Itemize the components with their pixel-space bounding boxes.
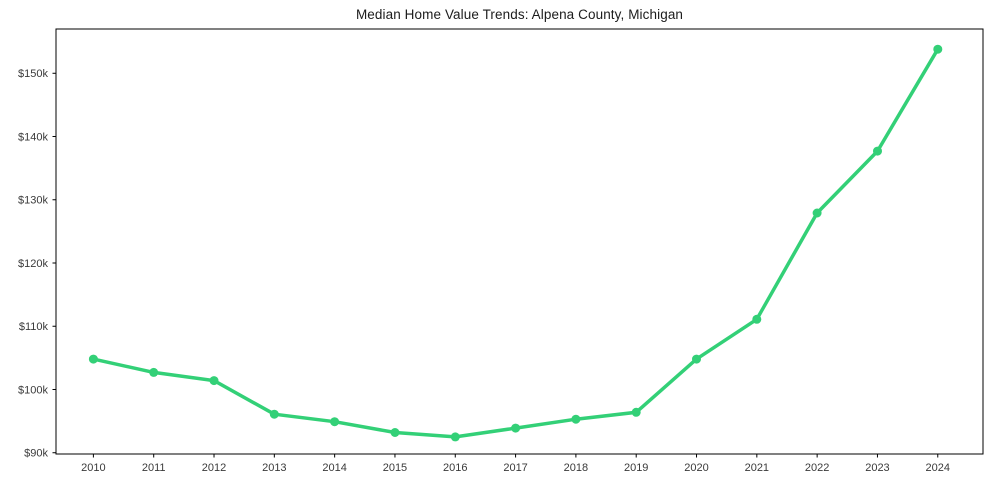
x-tick-label: 2019 bbox=[624, 462, 648, 474]
data-point-marker bbox=[390, 428, 400, 437]
x-tick-label: 2022 bbox=[805, 462, 829, 474]
x-tick-label: 2021 bbox=[745, 462, 769, 474]
data-point-marker bbox=[933, 44, 943, 54]
y-tick-label: $120k bbox=[18, 258, 48, 270]
data-point-marker bbox=[812, 208, 822, 218]
data-point-marker bbox=[692, 354, 701, 364]
x-tick-label: 2014 bbox=[322, 462, 346, 474]
data-point-marker bbox=[88, 354, 98, 364]
data-point-marker bbox=[571, 414, 581, 424]
plot-border bbox=[55, 28, 984, 455]
trend-line bbox=[91, 47, 940, 439]
data-point-marker bbox=[269, 409, 279, 419]
data-point-marker bbox=[631, 407, 641, 417]
x-tick-label: 2023 bbox=[865, 462, 889, 474]
y-tick-label: $90k bbox=[24, 448, 48, 460]
data-point-marker bbox=[450, 432, 460, 442]
x-tick-label: 2013 bbox=[262, 462, 286, 474]
x-tick-label: 2020 bbox=[684, 462, 708, 474]
data-point-marker bbox=[511, 423, 521, 433]
data-point-marker bbox=[149, 367, 159, 377]
x-tick-label: 2024 bbox=[926, 462, 950, 474]
x-tick-label: 2016 bbox=[443, 462, 467, 474]
data-point-marker bbox=[873, 146, 882, 156]
data-point-marker bbox=[209, 376, 219, 386]
chart-title: Median Home Value Trends: Alpena County,… bbox=[355, 7, 684, 22]
y-tick-label: $110k bbox=[19, 321, 49, 333]
x-tick-label: 2017 bbox=[503, 462, 527, 474]
x-tick-label: 2018 bbox=[564, 462, 588, 474]
data-point-marker bbox=[752, 314, 762, 324]
data-point-marker bbox=[330, 417, 340, 427]
y-tick-label: $100k bbox=[18, 384, 48, 396]
y-tick-label: $130k bbox=[18, 195, 48, 207]
y-tick-label: $140k bbox=[18, 131, 48, 143]
x-tick-label: 2012 bbox=[202, 462, 226, 474]
x-tick-label: 2010 bbox=[81, 462, 105, 474]
x-tick-label: 2011 bbox=[142, 462, 166, 474]
y-tick-label: $150k bbox=[18, 68, 48, 80]
x-tick-label: 2015 bbox=[383, 462, 407, 474]
